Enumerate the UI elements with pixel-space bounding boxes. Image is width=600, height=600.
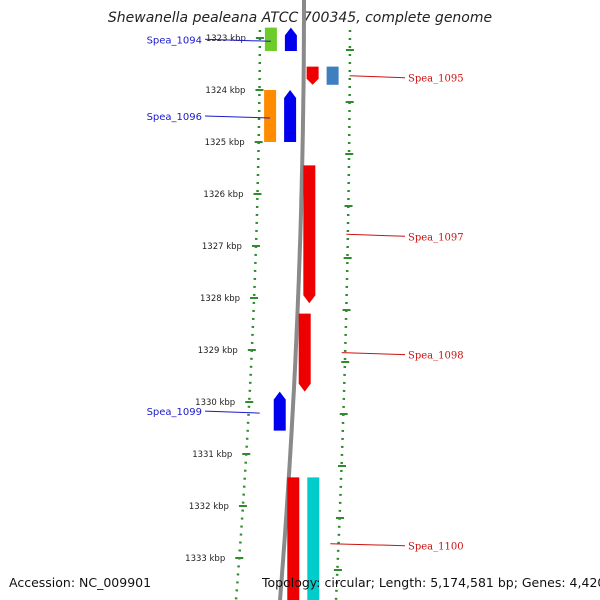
label-leader-line bbox=[204, 115, 271, 119]
gene-arrow bbox=[298, 313, 311, 392]
gene-spea-1094 bbox=[264, 27, 297, 51]
gene-arrow bbox=[284, 90, 297, 142]
ruler-label: 1332 kbp bbox=[189, 502, 229, 512]
ruler-label: 1326 kbp bbox=[203, 190, 243, 200]
gene-label: Spea_1097 bbox=[408, 232, 464, 243]
gene-feature-block bbox=[307, 477, 320, 600]
label-leader-line bbox=[204, 38, 271, 42]
ruler-label: 1330 kbp bbox=[195, 398, 235, 408]
label-leader-line bbox=[341, 352, 406, 356]
ruler-label: 1331 kbp bbox=[192, 450, 232, 460]
gene-feature-block bbox=[264, 27, 277, 51]
label-leader-line bbox=[330, 543, 406, 547]
gene-label: Spea_1100 bbox=[408, 542, 464, 553]
gene-label: Spea_1099 bbox=[147, 407, 202, 418]
ruler-label: 1333 kbp bbox=[185, 554, 225, 564]
ruler-label: 1328 kbp bbox=[200, 294, 240, 304]
gene-label: Spea_1095 bbox=[408, 74, 464, 85]
topology-text: Topology: circular; Length: 5,174,581 bp… bbox=[262, 575, 600, 590]
label-leader-line bbox=[349, 75, 406, 79]
ruler-label: 1324 kbp bbox=[205, 86, 245, 96]
label-leader-line bbox=[204, 410, 260, 414]
gene-label: Spea_1096 bbox=[147, 112, 202, 123]
gene-feature-block bbox=[264, 90, 277, 142]
gene-label: Spea_1098 bbox=[408, 351, 464, 362]
gene-arrow bbox=[273, 391, 286, 431]
outer-guide-line bbox=[334, 29, 352, 600]
gene-arrow bbox=[303, 165, 316, 304]
page-title: Shewanella pealeana ATCC 700345, complet… bbox=[107, 10, 493, 26]
gene-arrow bbox=[284, 27, 297, 51]
gene-arrow bbox=[287, 477, 300, 600]
label-leader-line bbox=[346, 233, 406, 237]
gene-spea-1100 bbox=[287, 477, 320, 600]
gene-label: Spea_1094 bbox=[147, 35, 202, 46]
gene-spea-1097 bbox=[303, 165, 316, 304]
ruler-label: 1323 kbp bbox=[206, 34, 246, 44]
ruler-label: 1325 kbp bbox=[205, 138, 245, 148]
ruler-label: 1329 kbp bbox=[198, 346, 238, 356]
gene-spea-1098 bbox=[298, 313, 311, 392]
gene-spea-1095 bbox=[306, 66, 339, 85]
gene-arrow bbox=[306, 66, 319, 85]
inner-guide-line bbox=[234, 30, 262, 600]
gene-spea-1096 bbox=[264, 90, 297, 142]
gene-feature-block bbox=[326, 66, 339, 85]
accession-text: Accession: NC_009901 bbox=[9, 575, 152, 590]
ruler-label: 1327 kbp bbox=[202, 242, 242, 252]
gene-spea-1099 bbox=[273, 391, 286, 431]
